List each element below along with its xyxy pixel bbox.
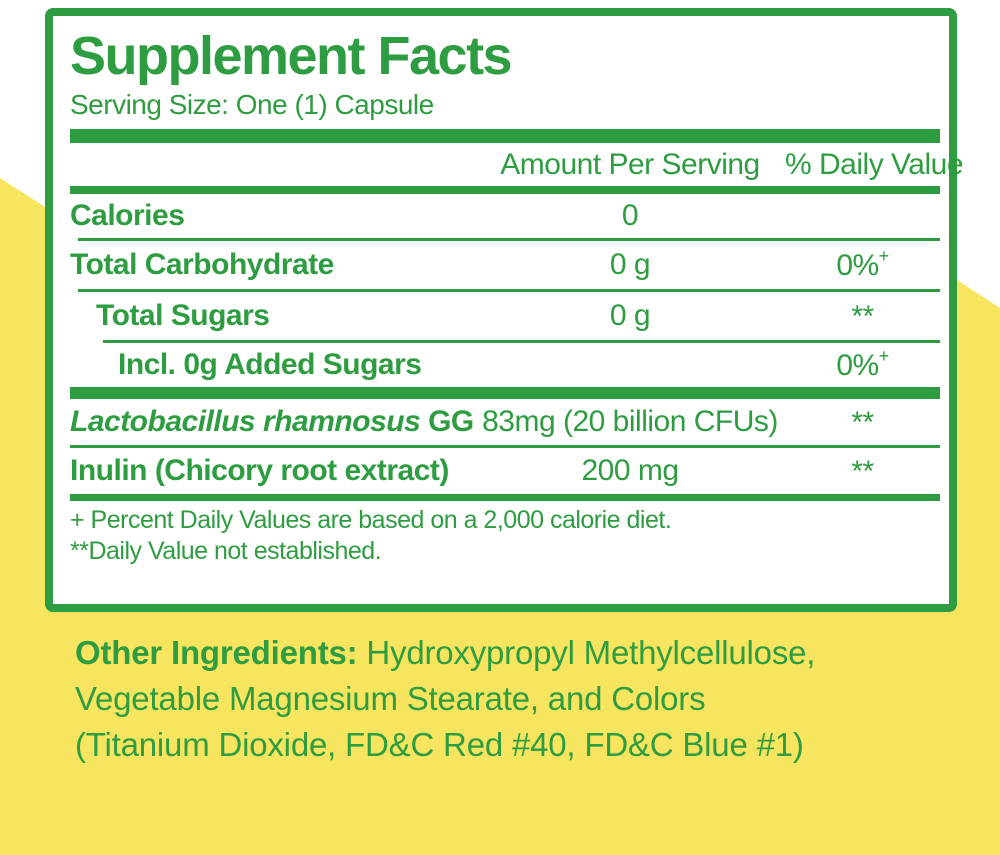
divider-medium — [70, 494, 940, 502]
dv-value: 0% — [836, 248, 879, 282]
dv-value: ** — [851, 454, 874, 488]
row-amount: 83mg (20 billion CFUs) — [482, 405, 778, 439]
row-amount: 200 mg — [581, 454, 679, 488]
table-row-added-sugars: Incl. 0g Added Sugars 0%+ — [70, 343, 940, 387]
footnote-not-established: **Daily Value not established. — [70, 536, 382, 565]
divider-thin-indented — [103, 340, 940, 344]
serving-size: Serving Size: One (1) Capsule — [70, 89, 434, 121]
row-dv: ** — [785, 454, 940, 489]
table-row-total-carbohydrate: Total Carbohydrate 0 g 0%+ — [70, 241, 940, 289]
other-ingredients: Other Ingredients: Hydroxypropyl Methylc… — [75, 630, 965, 769]
row-name-rest: GG — [420, 405, 474, 439]
row-amount: 0 g — [609, 299, 651, 333]
row-name: Calories — [70, 199, 185, 233]
table-header-row: Amount Per Serving % Daily Value — [70, 143, 964, 186]
panel-title: Supplement Facts — [70, 26, 513, 86]
row-amount: 0 g — [609, 248, 651, 282]
dv-value: ** — [851, 405, 874, 439]
divider-medium — [70, 186, 940, 195]
row-name: Total Sugars — [96, 299, 270, 333]
footnote-daily-value: + Percent Daily Values are based on a 2,… — [70, 506, 672, 535]
row-dv: ** — [785, 299, 940, 334]
divider-thick — [70, 129, 940, 144]
other-ingredients-heading: Other Ingredients: — [75, 634, 358, 671]
row-amount: 0 — [621, 199, 639, 233]
footnotes: + Percent Daily Values are based on a 2,… — [70, 505, 940, 566]
row-dv: 0%+ — [785, 245, 940, 283]
header-daily-value: % Daily Value — [785, 148, 964, 182]
row-name: Inulin (Chicory root extract) — [70, 454, 449, 488]
other-ingredients-line1: Hydroxypropyl Methylcellulose, — [357, 634, 816, 671]
divider-thin — [70, 445, 940, 449]
table-row-calories: Calories 0 — [70, 194, 940, 238]
table-row-inulin: Inulin (Chicory root extract) 200 mg ** — [70, 448, 940, 494]
dv-value: ** — [851, 299, 874, 333]
row-name-italic: Lactobacillus rhamnosus — [70, 405, 421, 439]
row-name: Incl. 0g Added Sugars — [118, 348, 422, 382]
row-dv: 0%+ — [785, 345, 940, 383]
divider-thick — [70, 387, 940, 400]
table-row-total-sugars: Total Sugars 0 g ** — [70, 292, 940, 340]
dv-sup: + — [878, 345, 890, 366]
other-ingredients-line2: Vegetable Magnesium Stearate, and Colors — [75, 680, 706, 718]
dv-value: 0% — [836, 348, 879, 382]
divider-thin — [78, 238, 940, 242]
divider-thin — [78, 289, 940, 293]
dv-sup: + — [878, 245, 890, 266]
row-name: Lactobacillus rhamnosus GG — [70, 405, 475, 439]
row-name: Total Carbohydrate — [70, 248, 334, 282]
supplement-facts-panel: Supplement Facts Serving Size: One (1) C… — [45, 8, 964, 612]
other-ingredients-line3: (Titanium Dioxide, FD&C Red #40, FD&C Bl… — [75, 726, 804, 764]
row-dv: ** — [785, 405, 940, 440]
table-row-lactobacillus: Lactobacillus rhamnosus GG 83mg (20 bill… — [70, 399, 940, 445]
header-amount-per-serving: Amount Per Serving — [500, 148, 760, 182]
